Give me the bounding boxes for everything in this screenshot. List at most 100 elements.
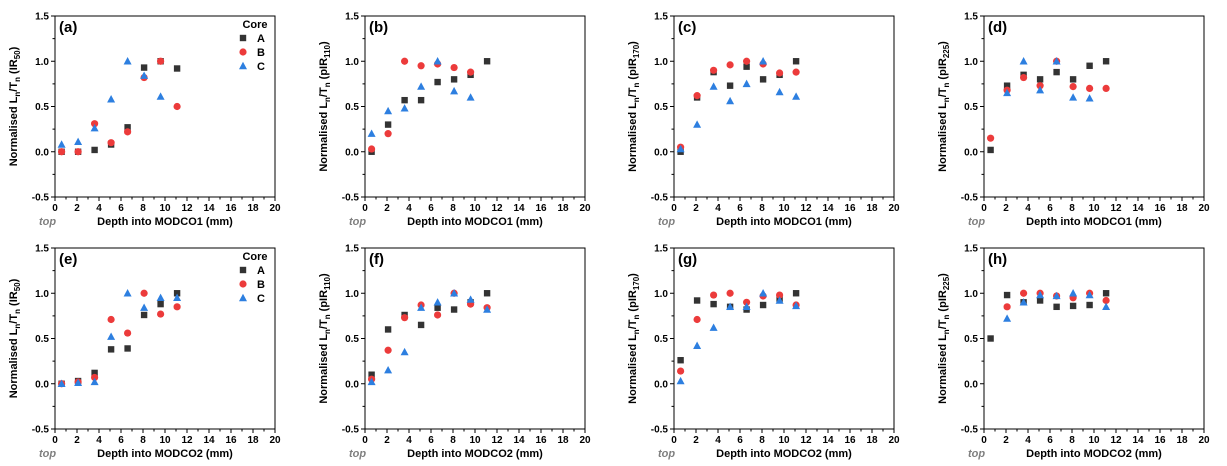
data-point-a — [1003, 82, 1011, 89]
data-point-c — [140, 71, 149, 79]
x-tick-label: 12 — [800, 435, 812, 446]
data-point-b — [417, 62, 425, 70]
x-tick-label: 14 — [1132, 435, 1144, 446]
data-point-c — [367, 129, 376, 137]
y-axis-label: Normalised Ln/Tn (pIR225) — [937, 273, 951, 404]
data-point-b — [1069, 82, 1077, 91]
x-tick-label: 12 — [1110, 203, 1122, 214]
x-tick-label: 10 — [159, 203, 171, 214]
data-point-a — [1053, 68, 1060, 76]
top-label: top — [349, 216, 366, 228]
y-tick-label: 0.0 — [345, 379, 359, 390]
x-tick-label: 16 — [844, 435, 856, 446]
x-tick-label: 0 — [671, 203, 677, 214]
x-tick-label: 12 — [800, 203, 812, 214]
legend-marker-b — [239, 280, 247, 288]
y-label-subscript: n — [323, 314, 332, 319]
data-point-c — [1069, 93, 1078, 101]
y-tick-label: 1.5 — [964, 244, 978, 255]
y-tick-label: 1.0 — [964, 289, 978, 300]
x-tick-label: 16 — [535, 203, 547, 214]
x-tick-label: 8 — [140, 435, 146, 446]
data-point-a — [401, 96, 408, 104]
data-point-b — [693, 92, 701, 100]
y-tick-label: 0.5 — [964, 334, 978, 345]
data-point-a — [368, 371, 375, 378]
data-point-b — [157, 310, 165, 318]
x-tick-label: 2 — [693, 203, 699, 214]
y-label-text: (pIR — [627, 58, 639, 82]
plot-frame — [364, 247, 586, 430]
x-tick-label: 20 — [269, 435, 281, 446]
y-label-text: /T — [937, 319, 949, 329]
data-point-a — [759, 301, 767, 309]
x-tick-label: 0 — [52, 203, 58, 214]
data-point-c — [384, 106, 393, 115]
data-point-c — [90, 124, 99, 132]
data-point-b — [58, 148, 66, 156]
y-tick-label: 1.5 — [654, 244, 668, 255]
x-tick-label: 14 — [822, 203, 834, 214]
data-point-c — [367, 377, 376, 386]
data-point-a — [483, 290, 491, 297]
data-point-b — [140, 289, 148, 297]
x-tick-label: 12 — [491, 435, 503, 446]
data-point-b — [74, 148, 82, 156]
y-tick-label: 1.5 — [964, 12, 978, 23]
y-label-text: /T — [937, 87, 949, 97]
x-tick-label: 10 — [159, 435, 171, 446]
panel-label: (d) — [988, 19, 1007, 36]
data-point-a — [1102, 58, 1110, 65]
data-point-b — [384, 346, 392, 354]
y-label-subscript: 170 — [632, 276, 641, 290]
y-label-text: (IR — [8, 59, 20, 77]
y-label-text: /T — [627, 319, 639, 329]
data-point-c — [1069, 289, 1078, 297]
y-tick-label: 0.5 — [654, 102, 668, 113]
panel-label: (g) — [678, 251, 697, 268]
y-tick-label: 0.5 — [345, 334, 359, 345]
x-tick-label: 10 — [1088, 435, 1100, 446]
y-tick-label: 1.5 — [345, 12, 359, 23]
data-point-b — [157, 57, 165, 65]
legend-marker-c — [239, 61, 247, 70]
plot-frame — [364, 15, 586, 198]
data-point-a — [743, 63, 750, 70]
data-point-c — [1019, 57, 1028, 65]
x-tick-label: 10 — [1088, 203, 1100, 214]
x-tick-label: 0 — [52, 435, 58, 446]
data-point-b — [1036, 82, 1044, 90]
y-label-subscript: 50 — [13, 282, 22, 291]
x-tick-label: 4 — [96, 435, 102, 446]
data-point-a — [1086, 62, 1093, 69]
data-point-a — [417, 321, 425, 329]
data-point-b — [173, 303, 181, 311]
x-tick-label: 2 — [1003, 435, 1009, 446]
y-label-subscript: 170 — [632, 44, 641, 58]
x-tick-label: 6 — [1047, 435, 1053, 446]
y-tick-label: 0.5 — [964, 102, 978, 113]
data-point-c — [1019, 298, 1028, 306]
x-tick-label: 0 — [362, 203, 368, 214]
data-point-c — [433, 298, 442, 306]
data-point-a — [173, 290, 181, 297]
data-point-b — [1020, 289, 1028, 297]
data-point-c — [466, 93, 475, 101]
data-point-b — [401, 314, 409, 322]
data-point-c — [74, 378, 83, 387]
data-point-a — [1102, 290, 1110, 297]
y-axis-label: Normalised Ln/Tn (pIR225) — [937, 41, 951, 172]
y-label-subscript: 110 — [323, 44, 332, 57]
data-point-b — [384, 130, 392, 138]
x-axis-label: Depth into MODCO1 (mm) — [407, 216, 543, 228]
y-label-subscript: 225 — [942, 276, 951, 290]
data-point-c — [74, 137, 83, 145]
x-axis-label: Depth into MODCO1 (mm) — [1026, 216, 1162, 228]
x-tick-label: 14 — [513, 203, 525, 214]
x-tick-label: 12 — [181, 435, 193, 446]
data-point-b — [693, 315, 701, 324]
data-point-b — [1003, 303, 1011, 311]
y-label-text: (IR — [8, 291, 20, 309]
data-point-b — [1102, 296, 1110, 305]
legend-label: B — [257, 47, 265, 59]
